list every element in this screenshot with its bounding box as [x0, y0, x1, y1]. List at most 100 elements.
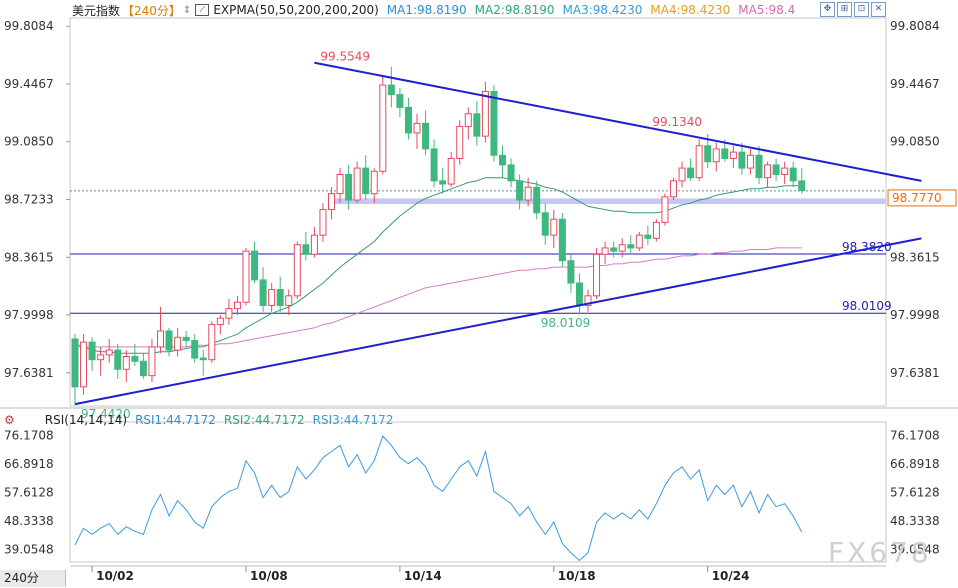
candle-body	[516, 180, 524, 201]
support-band	[331, 198, 886, 205]
close-icon[interactable]: ✕	[871, 2, 886, 17]
time-tick-label: 10/24	[712, 569, 750, 583]
rsi-tick-left: 39.0548	[4, 543, 54, 557]
candle-body	[199, 357, 207, 361]
candle-body	[242, 250, 250, 303]
candle-body	[88, 341, 96, 361]
candle-body	[328, 193, 335, 211]
candle-body	[695, 145, 703, 179]
current-price-tag	[887, 189, 957, 207]
candle-body	[635, 234, 643, 249]
trendline	[74, 237, 922, 406]
price-tick-right: 99.8084	[890, 19, 940, 33]
level-label: 98.0109	[842, 299, 892, 313]
candle-body	[191, 340, 199, 359]
candle-body	[174, 336, 182, 351]
price-tick-right: 97.9998	[890, 308, 940, 322]
candle-body	[165, 330, 173, 351]
price-tick-left: 99.8084	[4, 19, 54, 33]
candle-body	[319, 209, 327, 236]
candle-body	[541, 212, 549, 236]
rsi-label-3: RSI3:44.7172	[312, 413, 394, 427]
candle-body	[627, 244, 635, 249]
price-tick-right: 99.4467	[890, 77, 940, 91]
rsi-label-1: RSI1:44.7172	[135, 413, 216, 427]
candle-body	[404, 106, 412, 134]
expma-icon: ⟋	[195, 4, 210, 16]
candle-body	[593, 253, 601, 297]
price-tick-right: 98.3615	[890, 250, 940, 264]
candle-body	[422, 122, 430, 150]
candle-body	[678, 167, 686, 182]
candle-body	[764, 164, 772, 179]
price-tick-left: 98.3615	[4, 250, 54, 264]
candle-body	[712, 148, 720, 163]
indicator-name[interactable]: EXPMA(50,50,200,200,200)	[213, 3, 379, 17]
low-start-annotation: 97.4420	[81, 407, 131, 421]
candle-body	[80, 341, 88, 388]
candle-body	[148, 346, 156, 377]
candle-body	[610, 247, 618, 252]
high-annotation: 99.5549	[320, 50, 370, 64]
time-tick-label: 10/18	[558, 569, 596, 583]
candle-body	[71, 338, 79, 388]
candle-body	[755, 154, 763, 179]
period-box[interactable]: 240分	[0, 570, 66, 587]
price-tick-right: 97.6381	[890, 366, 940, 380]
instrument-name: 美元指数	[72, 3, 121, 18]
candle-body	[233, 301, 241, 310]
price-pane-frame	[69, 17, 887, 407]
candle-body	[550, 218, 558, 236]
high2-annotation: 99.1340	[652, 115, 702, 129]
rsi-tick-right: 48.3338	[890, 514, 940, 528]
period-selector[interactable]: 【240分】	[122, 3, 181, 18]
move-icon[interactable]: ✥	[820, 2, 835, 17]
candle-body	[798, 180, 806, 191]
candle-body	[618, 244, 626, 252]
candle-body	[105, 349, 113, 356]
candle-body	[122, 356, 130, 370]
rsi-label-list: RSI1:44.7172 RSI2:44.7172 RSI3:44.7172	[127, 413, 393, 427]
gear-icon[interactable]: ⚙	[4, 413, 15, 427]
candle-body	[396, 94, 404, 108]
candle-body	[575, 282, 583, 306]
trendline	[314, 61, 922, 182]
price-tick-left: 99.0850	[4, 135, 54, 149]
candle-body	[601, 247, 609, 255]
candle-body	[131, 356, 139, 362]
candle-body	[114, 349, 122, 370]
candle-body	[456, 126, 464, 160]
candle-body	[302, 244, 310, 255]
rsi-tick-left: 76.1708	[4, 429, 54, 443]
candle-body	[285, 295, 293, 306]
candle-body	[353, 167, 361, 201]
candle-body	[362, 167, 370, 195]
ma-label-2: MA2:98.8190	[474, 3, 555, 17]
candle-body	[259, 279, 267, 306]
candle-body	[533, 186, 541, 214]
candle-body	[430, 148, 438, 182]
candle-body	[139, 360, 147, 377]
candle-body	[499, 154, 506, 166]
candle-body	[182, 336, 190, 342]
current-price-value: 98.7770	[892, 191, 942, 205]
rsi-indicator-name[interactable]: RSI(14,14,14)	[44, 413, 128, 427]
period-stepper-icon[interactable]: ⇕	[182, 4, 192, 16]
candle-body	[772, 164, 780, 175]
maximize-icon[interactable]: ⊡	[854, 2, 869, 17]
candle-body	[379, 84, 387, 172]
candle-body	[507, 164, 515, 182]
candle-body	[387, 84, 395, 96]
time-tick-label: 10/08	[250, 569, 288, 583]
ma-label-5: MA5:98.4	[738, 3, 796, 17]
candle-body	[413, 122, 421, 134]
rsi-line	[74, 435, 803, 562]
candle-body	[473, 113, 481, 137]
rsi-tick-right: 57.6128	[890, 486, 940, 500]
candle-body	[293, 244, 301, 297]
candle-body	[251, 250, 259, 281]
candle-body	[439, 180, 447, 185]
grid-icon[interactable]: ⊞	[837, 2, 852, 17]
